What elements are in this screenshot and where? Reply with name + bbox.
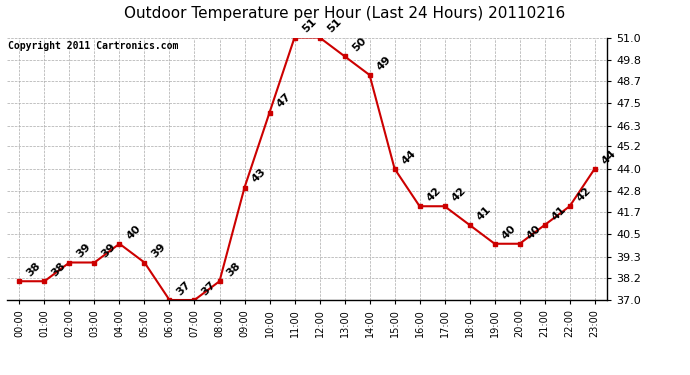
Text: 37: 37	[200, 279, 218, 297]
Text: 38: 38	[25, 261, 43, 279]
Text: 37: 37	[175, 279, 193, 297]
Text: 39: 39	[150, 242, 168, 260]
Text: 47: 47	[275, 92, 293, 110]
Text: 40: 40	[125, 223, 143, 241]
Text: Outdoor Temperature per Hour (Last 24 Hours) 20110216: Outdoor Temperature per Hour (Last 24 Ho…	[124, 6, 566, 21]
Text: 42: 42	[575, 185, 593, 204]
Text: Copyright 2011 Cartronics.com: Copyright 2011 Cartronics.com	[8, 42, 179, 51]
Text: 40: 40	[525, 223, 543, 241]
Text: 43: 43	[250, 167, 268, 185]
Text: 38: 38	[225, 261, 243, 279]
Text: 39: 39	[75, 242, 93, 260]
Text: 44: 44	[600, 148, 618, 166]
Text: 42: 42	[425, 185, 443, 204]
Text: 40: 40	[500, 223, 518, 241]
Text: 51: 51	[325, 17, 343, 35]
Text: 50: 50	[350, 36, 368, 54]
Text: 42: 42	[450, 185, 469, 204]
Text: 51: 51	[300, 17, 318, 35]
Text: 41: 41	[550, 204, 569, 222]
Text: 41: 41	[475, 204, 493, 222]
Text: 38: 38	[50, 261, 68, 279]
Text: 39: 39	[100, 242, 118, 260]
Text: 49: 49	[375, 54, 393, 72]
Text: 44: 44	[400, 148, 418, 166]
